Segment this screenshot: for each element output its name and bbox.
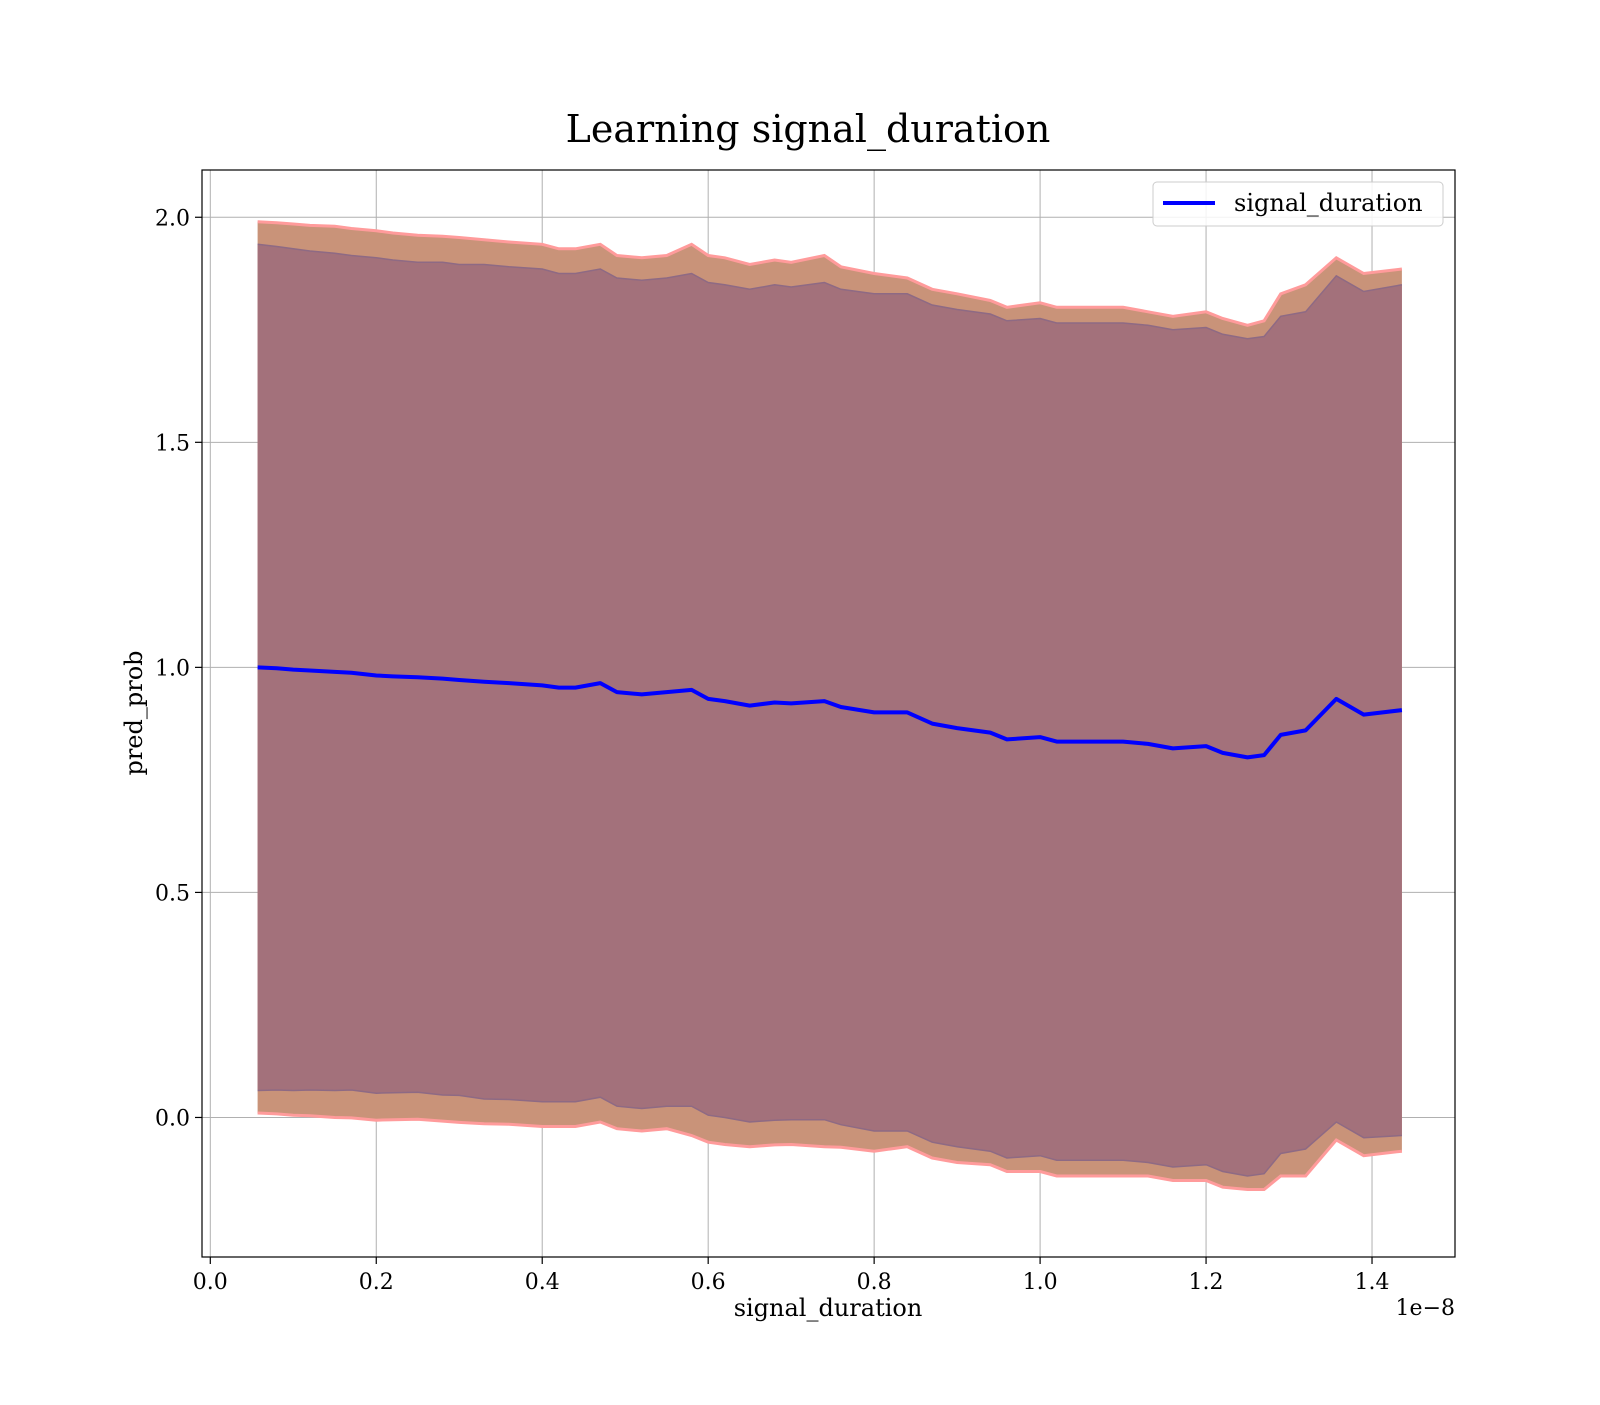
x-tick-label: 0.8: [857, 1270, 892, 1295]
x-tick-label: 0.4: [525, 1270, 560, 1295]
x-tick-label: 0.6: [691, 1270, 726, 1295]
y-tick-label: 0.0: [155, 1106, 190, 1131]
outer-band-upper-edge: [257, 220, 1403, 327]
legend-box: [1152, 181, 1444, 227]
x-tick-label: 1.0: [1023, 1270, 1058, 1295]
axis-ticks: 0.0 0.2 0.4 0.6 0.8 1.0 1.2 1.4 0.0 0.5 1.0 1.5 2.0: [155, 206, 1390, 1295]
confidence-bands: [257, 220, 1403, 1191]
plot-frame: [201, 169, 1456, 1258]
legend-label: signal_duration: [1234, 189, 1423, 217]
outer-band-lower-edge: [257, 1111, 1403, 1191]
chart-title: Learning signal_duration: [566, 107, 1051, 152]
inner-band-lower-edge: [257, 1089, 1402, 1177]
x-tick-label: 0.2: [359, 1270, 394, 1295]
y-tick-label: 1.5: [155, 431, 190, 456]
x-tick-label: 0.0: [193, 1270, 228, 1295]
series-lines: [257, 665, 1403, 760]
series-line-signal-duration: [257, 665, 1403, 760]
y-tick-label: 2.0: [155, 206, 190, 231]
y-axis-label: pred_prob: [120, 650, 148, 775]
legend: signal_duration: [1152, 181, 1444, 227]
x-tick-label: 1.2: [1189, 1270, 1224, 1295]
inner-confidence-band: [257, 244, 1402, 1177]
x-axis-label: signal_duration: [734, 1294, 923, 1322]
x-tick-label: 1.4: [1355, 1270, 1390, 1295]
inner-band-upper-edge: [257, 243, 1403, 340]
x-axis-offset-label: 1e−8: [1396, 1296, 1455, 1321]
y-tick-label: 0.5: [155, 881, 190, 906]
y-tick-label: 1.0: [155, 656, 190, 681]
